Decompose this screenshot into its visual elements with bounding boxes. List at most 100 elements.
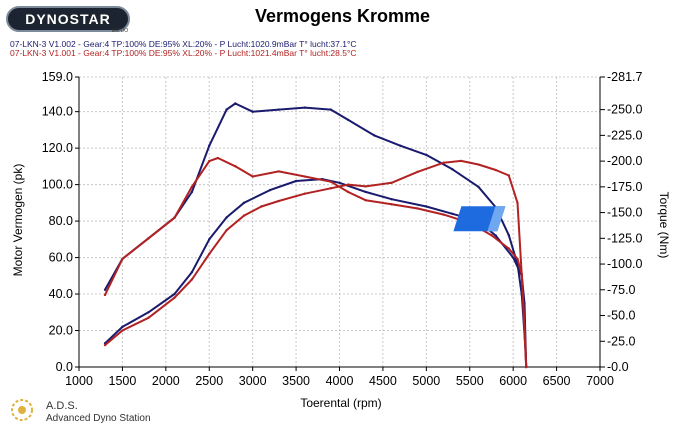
series-point-3 xyxy=(516,201,519,205)
series-point-2 xyxy=(346,118,350,122)
series-point-1 xyxy=(190,270,194,274)
x-tick-label: 5500 xyxy=(456,374,484,388)
series-point-1 xyxy=(364,190,367,194)
series-point-4 xyxy=(234,165,237,168)
y-left-tick-label: 100.0 xyxy=(42,178,73,192)
series-point-2 xyxy=(507,234,511,237)
overlay-marker-highlight xyxy=(487,206,506,232)
series-point-2 xyxy=(251,110,254,113)
series-point-3 xyxy=(494,168,497,172)
series-point-4 xyxy=(520,273,524,276)
x-tick-label: 5000 xyxy=(412,374,440,388)
series-point-3 xyxy=(416,170,419,174)
series-point-1 xyxy=(494,234,497,237)
y-left-tick-label: 159.0 xyxy=(42,70,73,84)
series-group xyxy=(103,102,528,369)
series-point-4 xyxy=(303,175,306,178)
series-point-4 xyxy=(208,159,211,163)
series-line-4 xyxy=(104,157,528,368)
chart-axes xyxy=(75,76,605,371)
series-point-3 xyxy=(329,187,333,190)
series-point-3 xyxy=(459,159,463,163)
y-left-tick-label: 80.0 xyxy=(49,214,73,228)
series-point-2 xyxy=(373,134,376,137)
series-point-3 xyxy=(507,174,511,177)
y-right-tick-label: -200.0 xyxy=(607,154,642,168)
series-point-2 xyxy=(329,108,333,111)
y-right-tick-label: -125.0 xyxy=(607,231,642,245)
series-point-4 xyxy=(277,170,280,173)
series-point-2 xyxy=(425,153,428,157)
series-point-2 xyxy=(451,168,454,171)
series-point-3 xyxy=(303,192,306,195)
y-right-axis-ticks: -0.0 -25.0 -50.0 -75.0 -100.0 -125.0 -150.0 -17… xyxy=(607,70,642,374)
series-point-1 xyxy=(451,212,454,215)
series-point-4 xyxy=(524,340,527,343)
y-left-tick-label: 60.0 xyxy=(49,251,73,265)
series-point-4 xyxy=(490,234,493,237)
y-right-tick-label: -25.0 xyxy=(607,334,636,348)
y-left-axis-ticks: 0.0 20.0 40.0 60.0 80.0 100.0 120.0 140.0 159.0 xyxy=(42,70,73,374)
series-point-4 xyxy=(364,199,367,202)
series-point-4 xyxy=(390,203,393,206)
series-point-4 xyxy=(103,293,107,297)
y-right-tick-label: -50.0 xyxy=(607,309,636,323)
ads-logo-icon xyxy=(11,399,33,421)
series-point-4 xyxy=(147,237,150,240)
y-right-tick-label: -0.0 xyxy=(607,360,629,374)
x-axis-label: Toerental (rpm) xyxy=(300,396,381,410)
logo-tag: ER-DO xyxy=(112,28,129,34)
series-point-2 xyxy=(399,144,402,147)
dynostar-logo: DYNOSTAR xyxy=(6,6,130,32)
series-point-4 xyxy=(190,185,194,189)
series-point-3 xyxy=(121,329,124,332)
series-point-3 xyxy=(173,296,176,299)
x-tick-label: 4500 xyxy=(369,374,397,388)
series-point-4 xyxy=(416,207,419,210)
series-point-1 xyxy=(173,292,176,296)
y-left-tick-label: 140.0 xyxy=(42,105,73,119)
y-right-tick-label: -250.0 xyxy=(607,103,642,117)
series-line-2 xyxy=(104,102,528,368)
y-right-tick-label: -75.0 xyxy=(607,283,636,297)
logo-text: DYNOSTAR xyxy=(25,11,111,27)
series-point-1 xyxy=(425,205,428,208)
y-right-tick-label: -150.0 xyxy=(607,206,642,220)
series-point-4 xyxy=(442,213,445,216)
series-point-1 xyxy=(294,179,298,183)
y-right-tick-label: -225.0 xyxy=(607,128,642,142)
series-point-2 xyxy=(103,288,107,291)
series-point-1 xyxy=(511,256,515,259)
y-left-tick-label: 40.0 xyxy=(49,287,73,301)
series-point-3 xyxy=(390,181,393,184)
series-point-2 xyxy=(225,108,228,111)
series-line-3 xyxy=(104,159,528,368)
series-point-1 xyxy=(147,311,150,314)
x-tick-label: 3000 xyxy=(239,374,267,388)
run-info-2: 07-LKN-3 V1.001 - Gear:4 TP:100% DE:95% … xyxy=(10,48,357,58)
series-point-1 xyxy=(242,201,246,205)
y-left-tick-label: 0.0 xyxy=(56,360,73,374)
x-tick-label: 4000 xyxy=(326,374,354,388)
x-tick-label: 2500 xyxy=(195,374,223,388)
series-point-4 xyxy=(216,156,220,160)
series-point-2 xyxy=(208,144,211,147)
series-point-3 xyxy=(242,214,246,217)
series-point-3 xyxy=(346,183,350,186)
x-tick-label: 1500 xyxy=(109,374,137,388)
y-right-tick-label: -100.0 xyxy=(607,257,642,271)
x-tick-label: 6000 xyxy=(499,374,527,388)
series-point-4 xyxy=(121,257,124,261)
x-tick-label: 1000 xyxy=(65,374,93,388)
series-point-4 xyxy=(507,247,511,250)
series-point-3 xyxy=(364,185,367,188)
x-axis-ticks: 1000 1500 2000 2500 3000 3500 4000 4500 5000 5500… xyxy=(65,374,614,388)
series-point-4 xyxy=(173,216,176,219)
series-point-3 xyxy=(477,163,480,166)
y-right-tick-label: -281.7 xyxy=(607,70,642,84)
chart-title: Vermogens Kromme xyxy=(254,6,431,26)
series-point-2 xyxy=(477,185,480,189)
series-point-1 xyxy=(268,188,272,192)
series-point-3 xyxy=(147,316,150,319)
